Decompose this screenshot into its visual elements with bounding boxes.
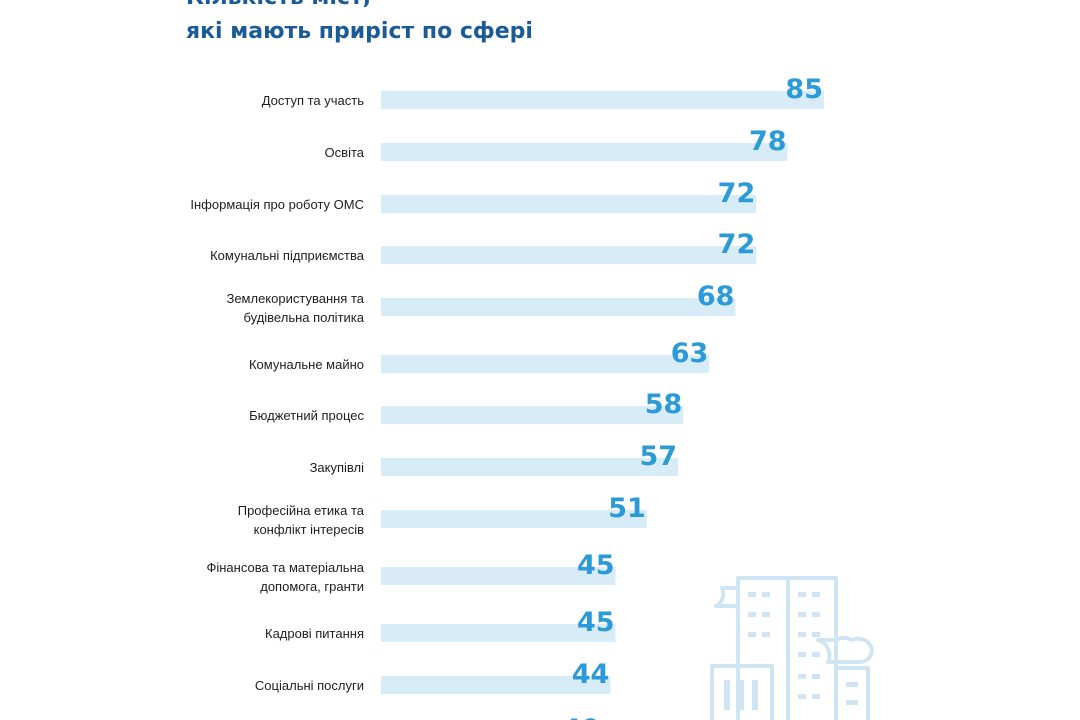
- category-label: Освіта: [325, 145, 365, 160]
- city-buildings-illustration: [710, 576, 874, 720]
- category-label: Землекористування та будівельна політика: [226, 291, 364, 325]
- building-small-outline: [834, 666, 870, 720]
- value-label: 57: [639, 441, 677, 472]
- bar: [381, 246, 757, 264]
- bar: [381, 676, 611, 694]
- bar: [381, 567, 616, 585]
- category-label: Фінансова та матеріальна допомога, гранти: [206, 560, 364, 594]
- value-label: 45: [577, 550, 615, 581]
- chart-title-line-1: Кількість міст,: [186, 0, 371, 12]
- value-label: 85: [785, 74, 823, 105]
- building-left-outline: [736, 576, 790, 720]
- category-label: Доступ та участь: [262, 93, 365, 108]
- value-label: 63: [671, 338, 709, 369]
- bar: [381, 355, 710, 373]
- category-label: Соціальні послуги: [255, 678, 364, 693]
- value-label: 44: [572, 659, 610, 690]
- cloud-left-outline: [714, 586, 740, 608]
- bar: [381, 510, 647, 528]
- building-windows: [724, 592, 858, 710]
- category-label: Інформація про роботу ОМС: [190, 197, 364, 212]
- cloud-right-outline: [816, 635, 874, 664]
- value-label-partial: 40: [562, 714, 600, 720]
- value-label: 72: [718, 178, 756, 209]
- category-label: Бюджетний процес: [249, 408, 364, 423]
- category-label: Комунальні підприємства: [210, 248, 365, 263]
- building-right-outline: [786, 576, 838, 720]
- value-label: 68: [697, 281, 735, 312]
- value-label: 72: [718, 229, 756, 260]
- bar: [381, 624, 616, 642]
- value-label: 78: [749, 126, 787, 157]
- building-front-outline: [710, 664, 774, 720]
- bar: [381, 143, 788, 161]
- bar: [381, 406, 684, 424]
- bar: [381, 458, 679, 476]
- chart-title-line-2: які мають приріст по сфері: [186, 19, 533, 44]
- category-label: Закупівлі: [310, 460, 365, 475]
- value-label: 45: [577, 607, 615, 638]
- bar: [381, 195, 757, 213]
- value-label: 51: [608, 493, 646, 524]
- category-label: Комунальне майно: [249, 357, 364, 372]
- value-label: 58: [645, 389, 683, 420]
- bar: [381, 298, 736, 316]
- category-label: Професійна етика та конфлікт інтересів: [238, 503, 365, 537]
- category-label: Кадрові питання: [265, 626, 364, 641]
- bar: [381, 91, 824, 109]
